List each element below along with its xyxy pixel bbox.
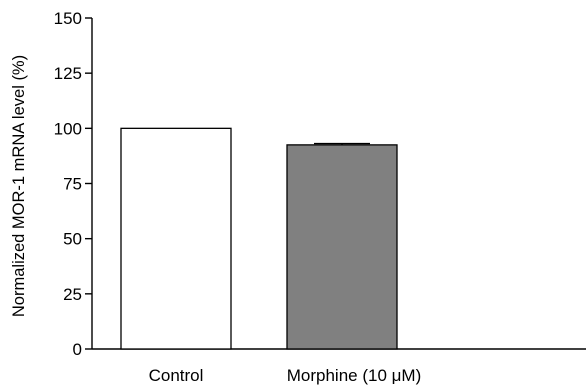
y-tick-label: 25: [63, 285, 82, 304]
x-tick-label: Control: [149, 366, 204, 385]
bar: [120, 127, 232, 350]
y-tick-label: 100: [54, 119, 82, 138]
bar: [286, 144, 398, 350]
y-tick-label: 75: [63, 175, 82, 194]
category-labels: Control Morphine (10 μM): [149, 366, 422, 385]
y-axis-title: Normalized MOR-1 mRNA level (%): [10, 55, 28, 317]
y-tick-label: 0: [73, 340, 82, 359]
y-tick-label: 150: [54, 9, 82, 28]
x-tick-label: Morphine (10 μM): [287, 366, 422, 385]
bars: [120, 127, 398, 350]
y-tick-label: 50: [63, 230, 82, 249]
y-tick-label: 125: [54, 64, 82, 83]
y-axis: 0 25 50 75 100 125 150: [54, 9, 93, 359]
